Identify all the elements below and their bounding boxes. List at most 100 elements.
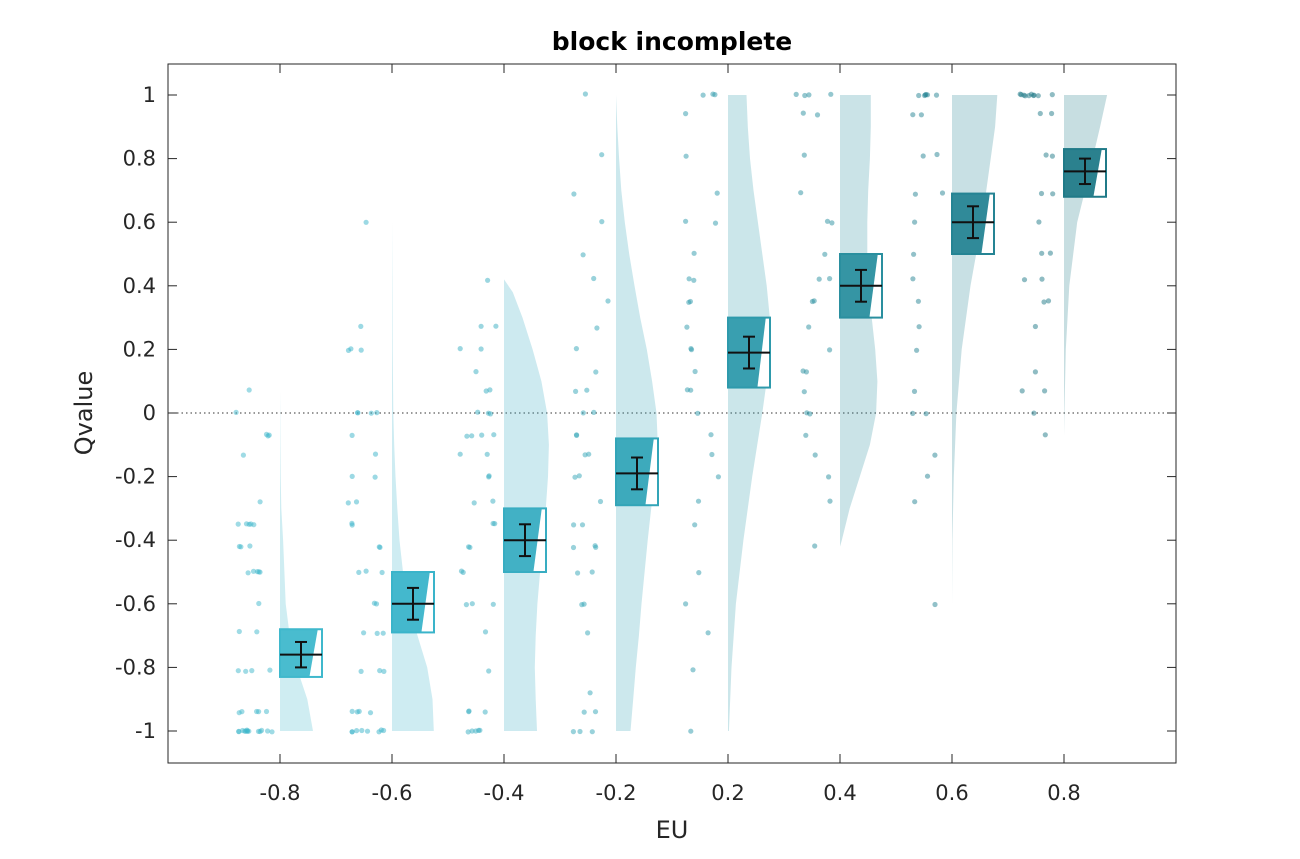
data-point bbox=[482, 629, 489, 635]
data-point bbox=[372, 451, 379, 457]
data-point bbox=[349, 522, 355, 528]
data-point bbox=[709, 451, 715, 458]
data-point bbox=[570, 729, 577, 735]
data-point bbox=[827, 347, 833, 353]
data-point bbox=[939, 190, 946, 196]
data-point bbox=[591, 275, 597, 282]
data-point bbox=[473, 369, 479, 375]
data-point bbox=[361, 630, 367, 636]
data-point bbox=[688, 728, 694, 734]
data-point bbox=[1032, 323, 1038, 330]
data-point bbox=[586, 451, 592, 457]
data-point bbox=[349, 708, 355, 715]
y-tick-label: 0.4 bbox=[123, 274, 156, 298]
data-point bbox=[683, 153, 689, 159]
data-point bbox=[1039, 250, 1045, 256]
data-point bbox=[1041, 299, 1047, 305]
data-point bbox=[683, 218, 689, 224]
x-tick-label: 0.6 bbox=[935, 781, 968, 805]
y-tick-label: -1 bbox=[135, 719, 156, 743]
data-point bbox=[1043, 152, 1049, 158]
data-point bbox=[580, 410, 586, 416]
data-point bbox=[236, 728, 242, 735]
x-axis-label: EU bbox=[656, 816, 689, 844]
data-point bbox=[263, 708, 270, 715]
data-point bbox=[378, 727, 384, 733]
data-point bbox=[485, 277, 491, 283]
data-point bbox=[692, 368, 698, 375]
data-point bbox=[493, 323, 499, 329]
data-point bbox=[826, 474, 832, 480]
data-point bbox=[798, 190, 804, 196]
data-point bbox=[348, 346, 354, 352]
data-point bbox=[374, 410, 380, 416]
data-point bbox=[572, 474, 578, 480]
data-point bbox=[691, 277, 697, 283]
box-fill bbox=[392, 572, 430, 633]
data-point bbox=[597, 498, 604, 505]
data-point bbox=[490, 498, 496, 504]
data-point bbox=[491, 432, 497, 438]
data-point bbox=[684, 387, 691, 393]
data-point bbox=[246, 387, 252, 393]
x-tick-label: 0.8 bbox=[1047, 781, 1080, 805]
data-point bbox=[587, 690, 593, 696]
data-point bbox=[349, 473, 355, 479]
data-point bbox=[381, 668, 387, 675]
data-point bbox=[490, 520, 496, 527]
data-point bbox=[484, 451, 490, 457]
y-tick-label: -0.8 bbox=[115, 655, 156, 679]
data-point bbox=[1032, 369, 1038, 375]
data-point bbox=[376, 544, 382, 550]
data-point bbox=[573, 432, 580, 438]
data-point bbox=[914, 347, 920, 353]
data-point bbox=[824, 218, 831, 224]
data-point bbox=[457, 451, 463, 457]
data-point bbox=[353, 499, 360, 505]
data-point bbox=[1049, 92, 1055, 98]
data-point bbox=[359, 727, 365, 734]
data-point bbox=[915, 298, 922, 304]
data-point bbox=[469, 728, 475, 734]
data-point bbox=[684, 324, 690, 330]
data-point bbox=[1022, 93, 1028, 99]
data-point bbox=[469, 601, 475, 607]
data-point bbox=[570, 544, 577, 551]
data-point bbox=[573, 346, 580, 352]
data-point bbox=[1045, 298, 1052, 304]
data-point bbox=[1019, 388, 1025, 394]
data-point bbox=[575, 570, 581, 576]
data-point bbox=[238, 544, 244, 550]
data-point bbox=[827, 276, 833, 282]
data-point bbox=[246, 728, 252, 734]
data-point bbox=[577, 728, 583, 735]
data-point bbox=[1039, 276, 1045, 282]
data-point bbox=[248, 521, 254, 527]
data-point bbox=[932, 452, 938, 458]
data-point bbox=[806, 324, 812, 330]
data-point bbox=[812, 543, 818, 549]
data-point bbox=[807, 411, 813, 417]
data-point bbox=[1042, 388, 1048, 394]
data-point bbox=[373, 601, 380, 607]
data-point bbox=[1049, 110, 1055, 117]
axis-ticks: -1 -0.8 -0.6 -0.4 -0.2 0 0.2 0.4 0.6 0.8 1 -0.8 -0.6… bbox=[115, 64, 1176, 805]
data-point bbox=[1036, 219, 1042, 225]
data-point bbox=[249, 668, 255, 674]
x-tick-label: -0.8 bbox=[260, 781, 301, 805]
data-point bbox=[240, 452, 246, 458]
data-point bbox=[490, 601, 496, 607]
data-point bbox=[910, 276, 916, 282]
group-0.6 bbox=[910, 91, 998, 608]
y-tick-label: -0.4 bbox=[115, 528, 156, 552]
box-outline bbox=[279, 628, 323, 678]
data-point bbox=[599, 219, 605, 225]
data-point bbox=[358, 347, 364, 353]
box-fill bbox=[280, 629, 318, 677]
data-point bbox=[243, 521, 250, 527]
data-point bbox=[255, 728, 262, 735]
box-fill bbox=[952, 193, 990, 254]
data-point bbox=[479, 432, 485, 438]
data-point bbox=[599, 152, 605, 158]
